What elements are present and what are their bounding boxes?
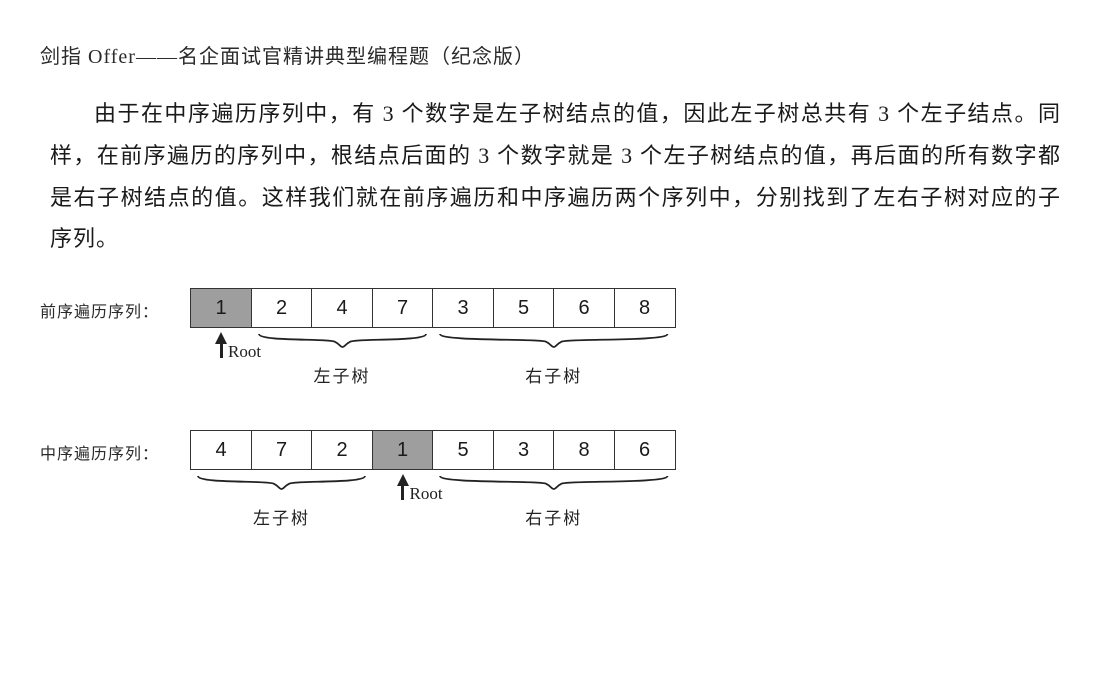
inorder-annotations: Root 左子树 右子树 bbox=[190, 470, 676, 540]
preorder-cell-2: 4 bbox=[311, 288, 373, 328]
inorder-cell-2: 2 bbox=[311, 430, 373, 470]
inorder-diagram: 中序遍历序列：47215386Root 左子树 右子树 bbox=[40, 430, 1071, 540]
preorder-cells: 12473568 bbox=[190, 288, 676, 328]
preorder-left-subtree-label: 左子树 bbox=[257, 362, 428, 387]
inorder-cells: 47215386 bbox=[190, 430, 676, 470]
inorder-cell-7: 6 bbox=[614, 430, 676, 470]
inorder-cell-3: 1 bbox=[372, 430, 434, 470]
inorder-cell-4: 5 bbox=[432, 430, 494, 470]
inorder-right-subtree-label: 右子树 bbox=[438, 504, 670, 529]
preorder-annotations: Root 左子树 右子树 bbox=[190, 328, 676, 398]
explanation-paragraph: 由于在中序遍历序列中，有 3 个数字是左子树结点的值，因此左子树总共有 3 个左… bbox=[40, 93, 1071, 260]
preorder-right-subtree-label: 右子树 bbox=[438, 362, 670, 387]
preorder-diagram: 前序遍历序列：12473568Root 左子树 右子树 bbox=[40, 288, 1071, 398]
arrow-stem bbox=[401, 484, 404, 500]
preorder-area: 12473568Root 左子树 右子树 bbox=[190, 288, 676, 398]
preorder-cell-5: 5 bbox=[493, 288, 555, 328]
preorder-cell-0: 1 bbox=[190, 288, 252, 328]
book-title-header: 剑指 Offer——名企面试官精讲典型编程题（纪念版） bbox=[40, 40, 1071, 69]
inorder-cell-6: 8 bbox=[553, 430, 615, 470]
preorder-cell-4: 3 bbox=[432, 288, 494, 328]
preorder-cell-1: 2 bbox=[251, 288, 313, 328]
inorder-left-subtree-label: 左子树 bbox=[196, 504, 367, 529]
inorder-cell-0: 4 bbox=[190, 430, 252, 470]
brace-icon bbox=[257, 332, 428, 352]
inorder-cell-5: 3 bbox=[493, 430, 555, 470]
inorder-label: 中序遍历序列： bbox=[40, 430, 190, 464]
preorder-label: 前序遍历序列： bbox=[40, 288, 190, 322]
brace-icon bbox=[438, 474, 670, 494]
preorder-cell-3: 7 bbox=[372, 288, 434, 328]
arrow-stem bbox=[220, 342, 223, 358]
brace-icon bbox=[196, 474, 367, 494]
preorder-cell-6: 6 bbox=[553, 288, 615, 328]
brace-icon bbox=[438, 332, 670, 352]
inorder-cell-1: 7 bbox=[251, 430, 313, 470]
inorder-area: 47215386Root 左子树 右子树 bbox=[190, 430, 676, 540]
preorder-cell-7: 8 bbox=[614, 288, 676, 328]
